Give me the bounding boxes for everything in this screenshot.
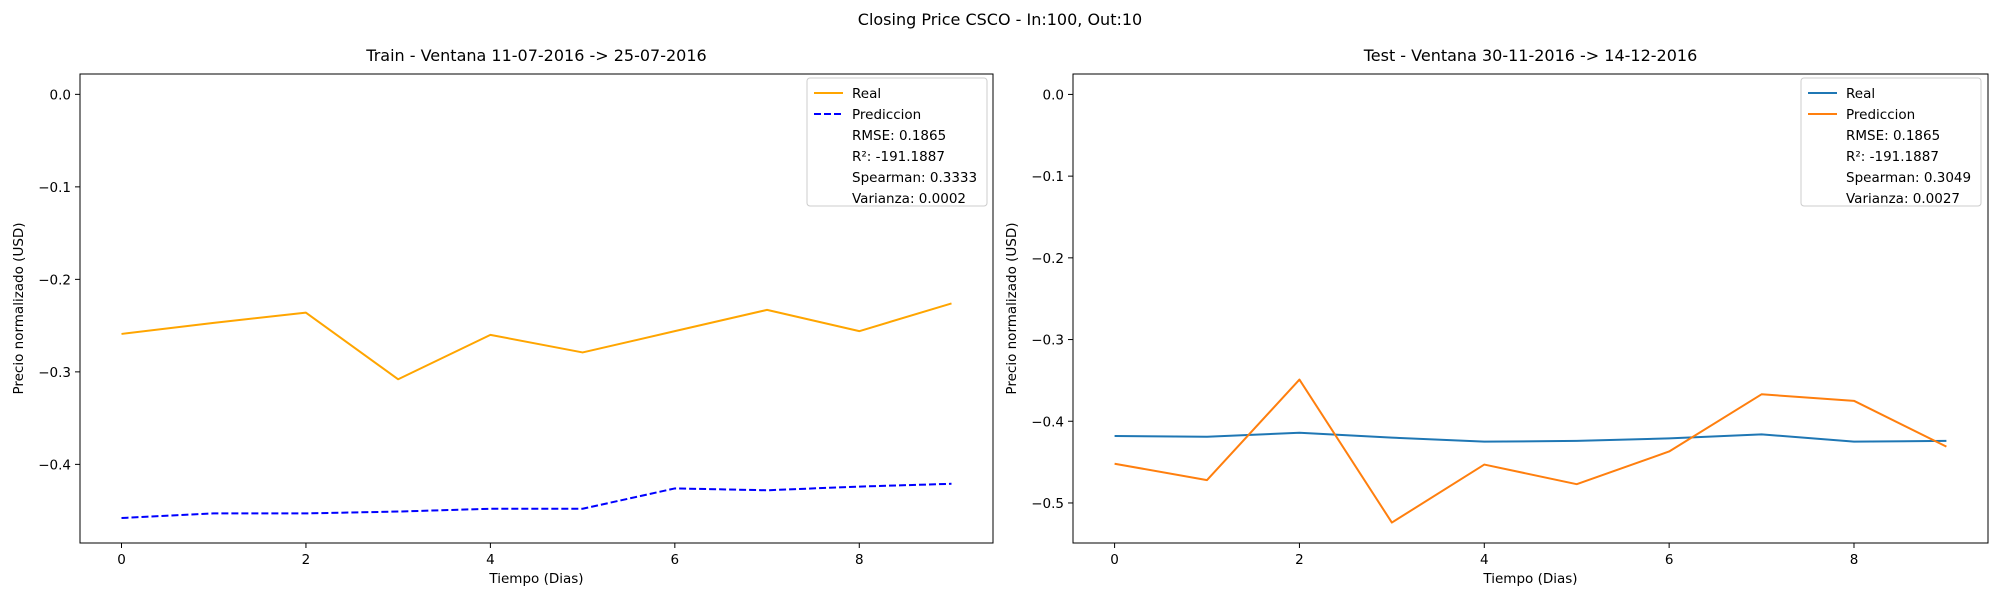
legend-metric: RMSE: 0.1865 — [852, 128, 946, 144]
legend-metric: R²: -191.1887 — [852, 149, 945, 165]
series-line-real — [121, 302, 952, 381]
legend-metric: Varianza: 0.0002 — [852, 191, 966, 207]
x-tick-label: 0 — [1110, 552, 1119, 568]
y-tick-label: −0.4 — [38, 457, 71, 473]
x-tick-label: 4 — [486, 552, 495, 568]
series-line-prediccion — [1114, 378, 1947, 524]
x-tick-label: 4 — [1480, 552, 1489, 568]
legend-metric: Spearman: 0.3333 — [852, 170, 977, 186]
legend-metric: RMSE: 0.1865 — [1846, 128, 1940, 144]
y-tick-label: −0.1 — [38, 180, 71, 196]
axes-frame — [1072, 73, 1989, 544]
y-tick-label: 0.0 — [1043, 87, 1064, 103]
legend-entry: Prediccion — [1846, 107, 1915, 123]
legend-metric: Varianza: 0.0027 — [1846, 191, 1960, 207]
panel-title: Train - Ventana 11-07-2016 -> 25-07-2016 — [365, 46, 706, 65]
y-tick-label: −0.2 — [38, 272, 71, 288]
x-tick-label: 8 — [855, 552, 864, 568]
legend-entry: Real — [1846, 86, 1875, 102]
x-tick-label: 2 — [1295, 552, 1304, 568]
y-tick-label: −0.3 — [1031, 333, 1064, 349]
train-panel: Train - Ventana 11-07-2016 -> 25-07-2016… — [11, 46, 994, 587]
legend-metric: R²: -191.1887 — [1846, 149, 1939, 165]
x-tick-label: 0 — [117, 552, 126, 568]
legend-box — [1800, 77, 1982, 207]
y-tick-label: −0.3 — [38, 365, 71, 381]
train-legend: Real Prediccion RMSE: 0.1865 R²: -191.1887 S… — [806, 77, 988, 207]
series-line-prediccion — [121, 482, 952, 520]
y-tick-label: −0.5 — [1031, 496, 1064, 512]
y-axis-label: Precio normalizado (USD) — [11, 222, 27, 394]
x-tick-label: 2 — [302, 552, 311, 568]
x-axis-label: Tiempo (Dias) — [488, 571, 583, 587]
legend-metric: Spearman: 0.3049 — [1846, 170, 1971, 186]
x-tick-label: 8 — [1850, 552, 1859, 568]
figure-suptitle: Closing Price CSCO - In:100, Out:10 — [858, 10, 1142, 29]
x-tick-label: 6 — [671, 552, 680, 568]
y-tick-label: −0.2 — [1031, 251, 1064, 267]
x-axis-label: Tiempo (Dias) — [1482, 571, 1577, 587]
y-tick-label: 0.0 — [50, 87, 71, 103]
panel-title: Test - Ventana 30-11-2016 -> 14-12-2016 — [1363, 46, 1698, 65]
y-tick-label: −0.1 — [1031, 169, 1064, 185]
legend-entry: Real — [852, 86, 881, 102]
series-line-real — [1114, 431, 1947, 443]
y-axis-label: Precio normalizado (USD) — [1004, 222, 1020, 394]
test-panel: Test - Ventana 30-11-2016 -> 14-12-2016 0… — [1004, 46, 1989, 587]
legend-entry: Prediccion — [852, 107, 921, 123]
test-legend: Real Prediccion RMSE: 0.1865 R²: -191.1887 S… — [1800, 77, 1982, 207]
axes-frame — [79, 73, 994, 544]
x-tick-label: 6 — [1665, 552, 1674, 568]
y-tick-label: −0.4 — [1031, 414, 1064, 430]
legend-box — [806, 77, 988, 207]
